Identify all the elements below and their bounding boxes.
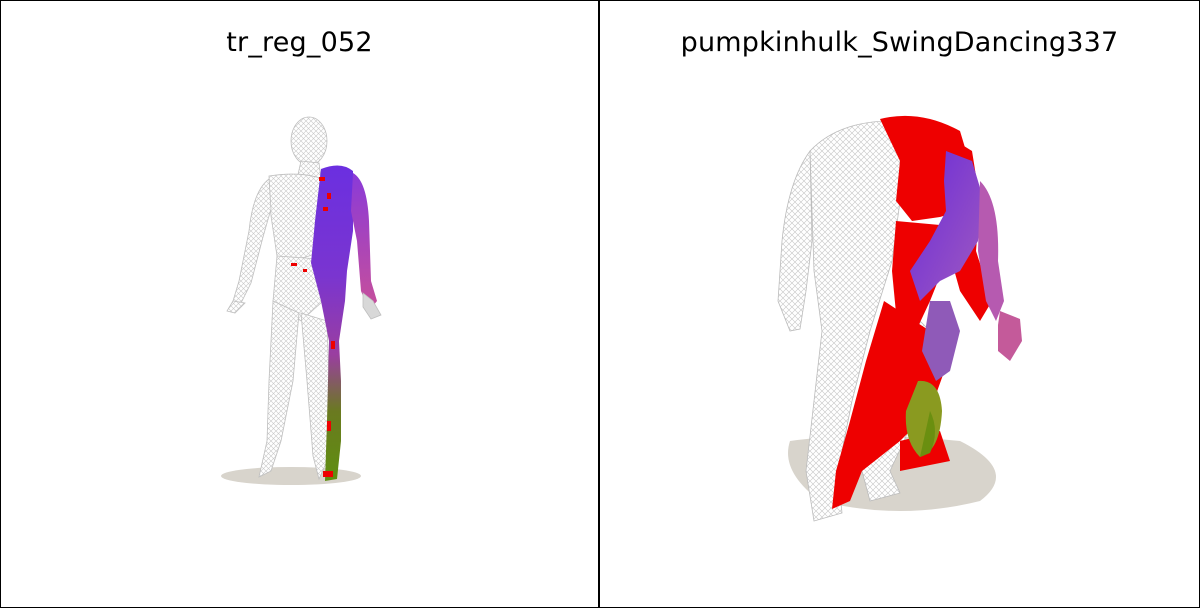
left-panel-title: tr_reg_052 xyxy=(226,27,373,58)
right-panel: pumpkinhulk_SwingDancing337 xyxy=(600,1,1199,607)
right-panel-title: pumpkinhulk_SwingDancing337 xyxy=(680,27,1119,58)
left-panel: tr_reg_052 xyxy=(1,1,600,607)
hulk-body-mesh xyxy=(777,115,1022,522)
human-body-mesh xyxy=(221,116,382,485)
